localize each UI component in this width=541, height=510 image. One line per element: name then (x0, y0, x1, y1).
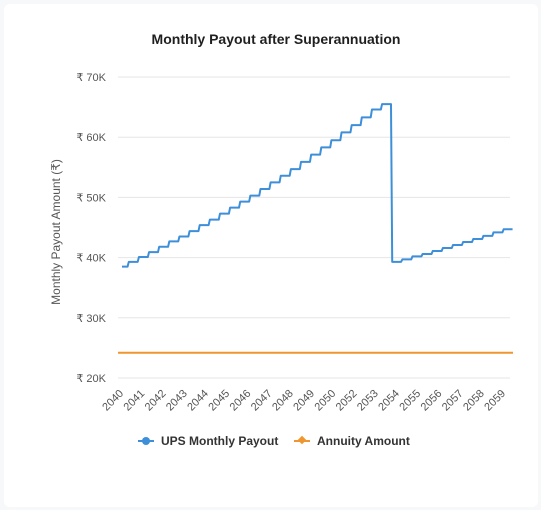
x-tick-label: 2057 (440, 388, 466, 414)
legend-item-ups[interactable]: UPS Monthly Payout (138, 434, 278, 448)
x-tick-label: 2050 (313, 388, 339, 414)
x-tick-label: 2047 (249, 388, 275, 414)
x-tick-label: 2043 (164, 388, 190, 414)
x-tick-label: 2058 (461, 388, 487, 414)
y-axis-label: Monthly Payout Amount (₹) (49, 159, 63, 305)
x-tick-label: 2055 (397, 388, 423, 414)
y-tick-label: ₹ 20K (76, 373, 106, 385)
y-tick-label: ₹ 60K (76, 132, 106, 144)
legend-annuity-marker-icon (297, 435, 307, 445)
x-tick-label: 2059 (482, 388, 508, 414)
y-tick-label: ₹ 70K (76, 72, 106, 84)
y-tick-label: ₹ 30K (76, 313, 106, 325)
chart-card: Monthly Payout after Superannuation Mont… (4, 4, 538, 507)
x-tick-label: 2049 (291, 388, 317, 414)
x-tick-label: 2042 (143, 388, 169, 414)
x-tick-label: 2041 (122, 388, 148, 414)
series-lines (118, 103, 513, 354)
y-tick-label: ₹ 40K (76, 253, 106, 265)
x-tick-label: 2040 (100, 388, 126, 414)
x-tick-label: 2053 (355, 388, 381, 414)
legend-ups-label: UPS Monthly Payout (161, 434, 278, 448)
y-tick-labels: ₹ 20K ₹ 30K ₹ 40K ₹ 50K ₹ 60K ₹ 70K (76, 72, 106, 385)
x-tick-labels: 2040204120422043204420452046204720482049… (100, 388, 508, 414)
x-tick-label: 2054 (376, 388, 402, 414)
payout-chart: Monthly Payout after Superannuation Mont… (49, 31, 513, 448)
x-tick-label: 2044 (185, 388, 211, 414)
x-tick-label: 2056 (419, 388, 445, 414)
x-tick-label: 2052 (334, 388, 360, 414)
legend-ups-marker-icon (142, 437, 150, 445)
legend: UPS Monthly Payout Annuity Amount (138, 434, 410, 448)
legend-annuity-label: Annuity Amount (317, 434, 410, 448)
y-tick-label: ₹ 50K (76, 192, 106, 204)
x-tick-label: 2045 (206, 388, 232, 414)
x-tick-label: 2046 (228, 388, 254, 414)
ups-monthly-payout-line[interactable] (122, 103, 513, 268)
legend-item-annuity[interactable]: Annuity Amount (294, 434, 410, 448)
grid-lines (118, 76, 510, 379)
x-tick-label: 2048 (270, 388, 296, 414)
chart-title: Monthly Payout after Superannuation (152, 31, 401, 47)
